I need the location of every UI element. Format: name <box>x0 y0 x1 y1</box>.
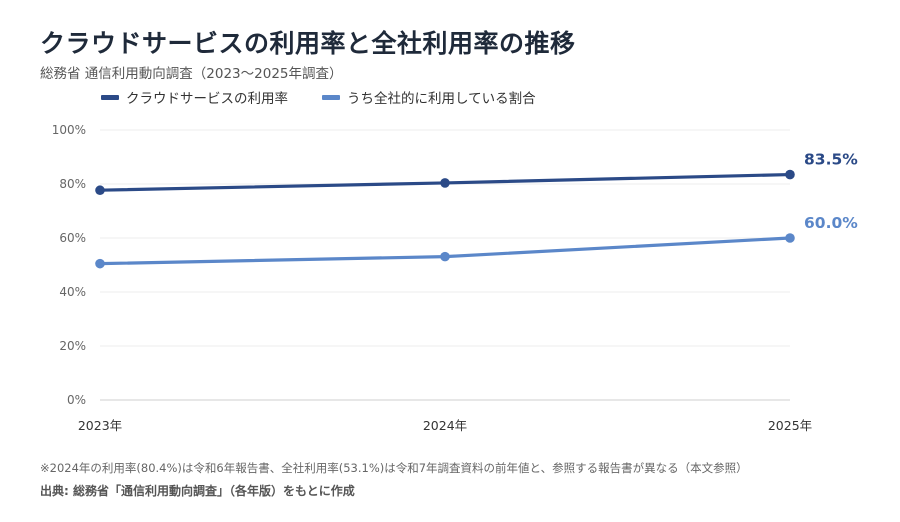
y-tick-label: 40% <box>59 285 86 299</box>
end-value-label: 60.0% <box>804 214 858 232</box>
y-tick-label: 100% <box>52 123 86 137</box>
legend-item-cloud-usage: クラウドサービスの利用率 <box>101 87 288 107</box>
chart-title: クラウドサービスの利用率と全社利用率の推移 <box>40 29 576 58</box>
x-tick-label: 2025年 <box>768 418 812 433</box>
legend-label-cloud-usage: クラウドサービスの利用率 <box>126 91 288 107</box>
data-point <box>95 185 105 196</box>
legend-swatch-cloud-usage <box>101 94 119 100</box>
legend-item-company-wide: うち全社的に利用している割合 <box>322 87 536 107</box>
y-tick-label: 20% <box>59 339 86 353</box>
chart-source: 出典: 総務省「通信利用動向調査」（各年版）をもとに作成 <box>40 484 355 498</box>
legend-label-company-wide: うち全社的に利用している割合 <box>347 91 536 107</box>
data-point <box>95 258 105 269</box>
data-point <box>785 169 795 180</box>
chart-subtitle: 総務省 通信利用動向調査（2023〜2025年調査） <box>40 66 343 82</box>
chart-legend: クラウドサービスの利用率 うち全社的に利用している割合 <box>101 87 570 107</box>
x-tick-label: 2024年 <box>423 418 467 433</box>
data-point <box>440 178 450 188</box>
y-tick-label: 80% <box>59 177 86 191</box>
legend-swatch-company-wide <box>322 94 340 100</box>
chart-note: ※2024年の利用率(80.4%)は令和6年報告書、全社利用率(53.1%)は令… <box>40 461 748 475</box>
data-point <box>785 233 795 243</box>
x-tick-label: 2023年 <box>78 418 122 433</box>
y-tick-label: 60% <box>59 231 86 245</box>
data-point <box>440 251 450 262</box>
y-tick-label: 0% <box>67 393 86 407</box>
end-value-label: 83.5% <box>804 151 858 169</box>
